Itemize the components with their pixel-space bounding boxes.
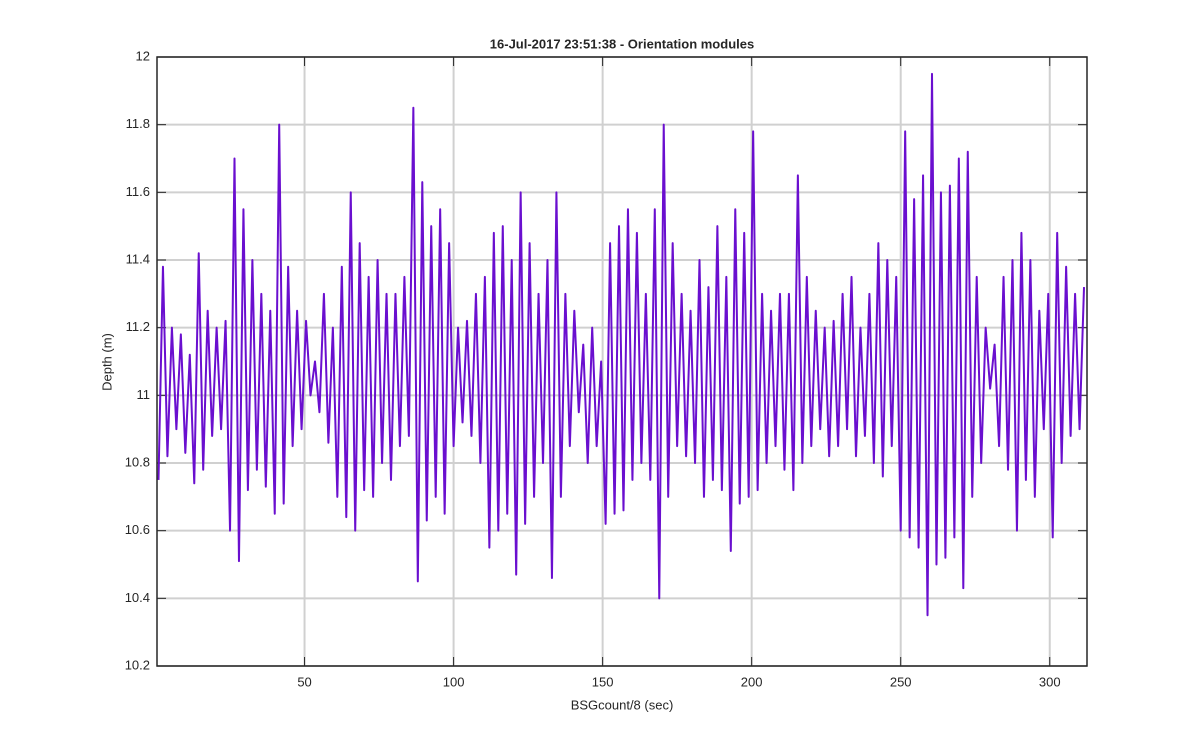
y-axis-label: Depth (m) — [99, 333, 114, 391]
axes-box — [156, 56, 1088, 667]
x-axis-label: BSGcount/8 (sec) — [571, 697, 674, 712]
x-tick-label: 300 — [1039, 674, 1061, 689]
y-tick-label: 11 — [137, 387, 151, 402]
x-tick-label: 100 — [443, 674, 465, 689]
y-tick-label: 11.2 — [126, 319, 150, 334]
x-tick-label: 250 — [890, 674, 912, 689]
x-tick-label: 150 — [592, 674, 614, 689]
x-tick-label: 50 — [297, 674, 311, 689]
data-line — [157, 72, 1086, 617]
chart-title: 16-Jul-2017 23:51:38 - Orientation modul… — [490, 36, 754, 51]
y-tick-label: 11.4 — [126, 251, 150, 266]
y-tick-label: 10.6 — [125, 522, 150, 537]
y-tick-label: 10.2 — [125, 657, 150, 672]
y-tick-label: 10.4 — [125, 590, 150, 605]
y-tick-label: 11.6 — [126, 184, 150, 199]
x-tick-label: 200 — [741, 674, 763, 689]
y-tick-label: 12 — [136, 48, 150, 63]
y-tick-label: 11.8 — [126, 116, 150, 131]
y-tick-label: 10.8 — [125, 454, 150, 469]
